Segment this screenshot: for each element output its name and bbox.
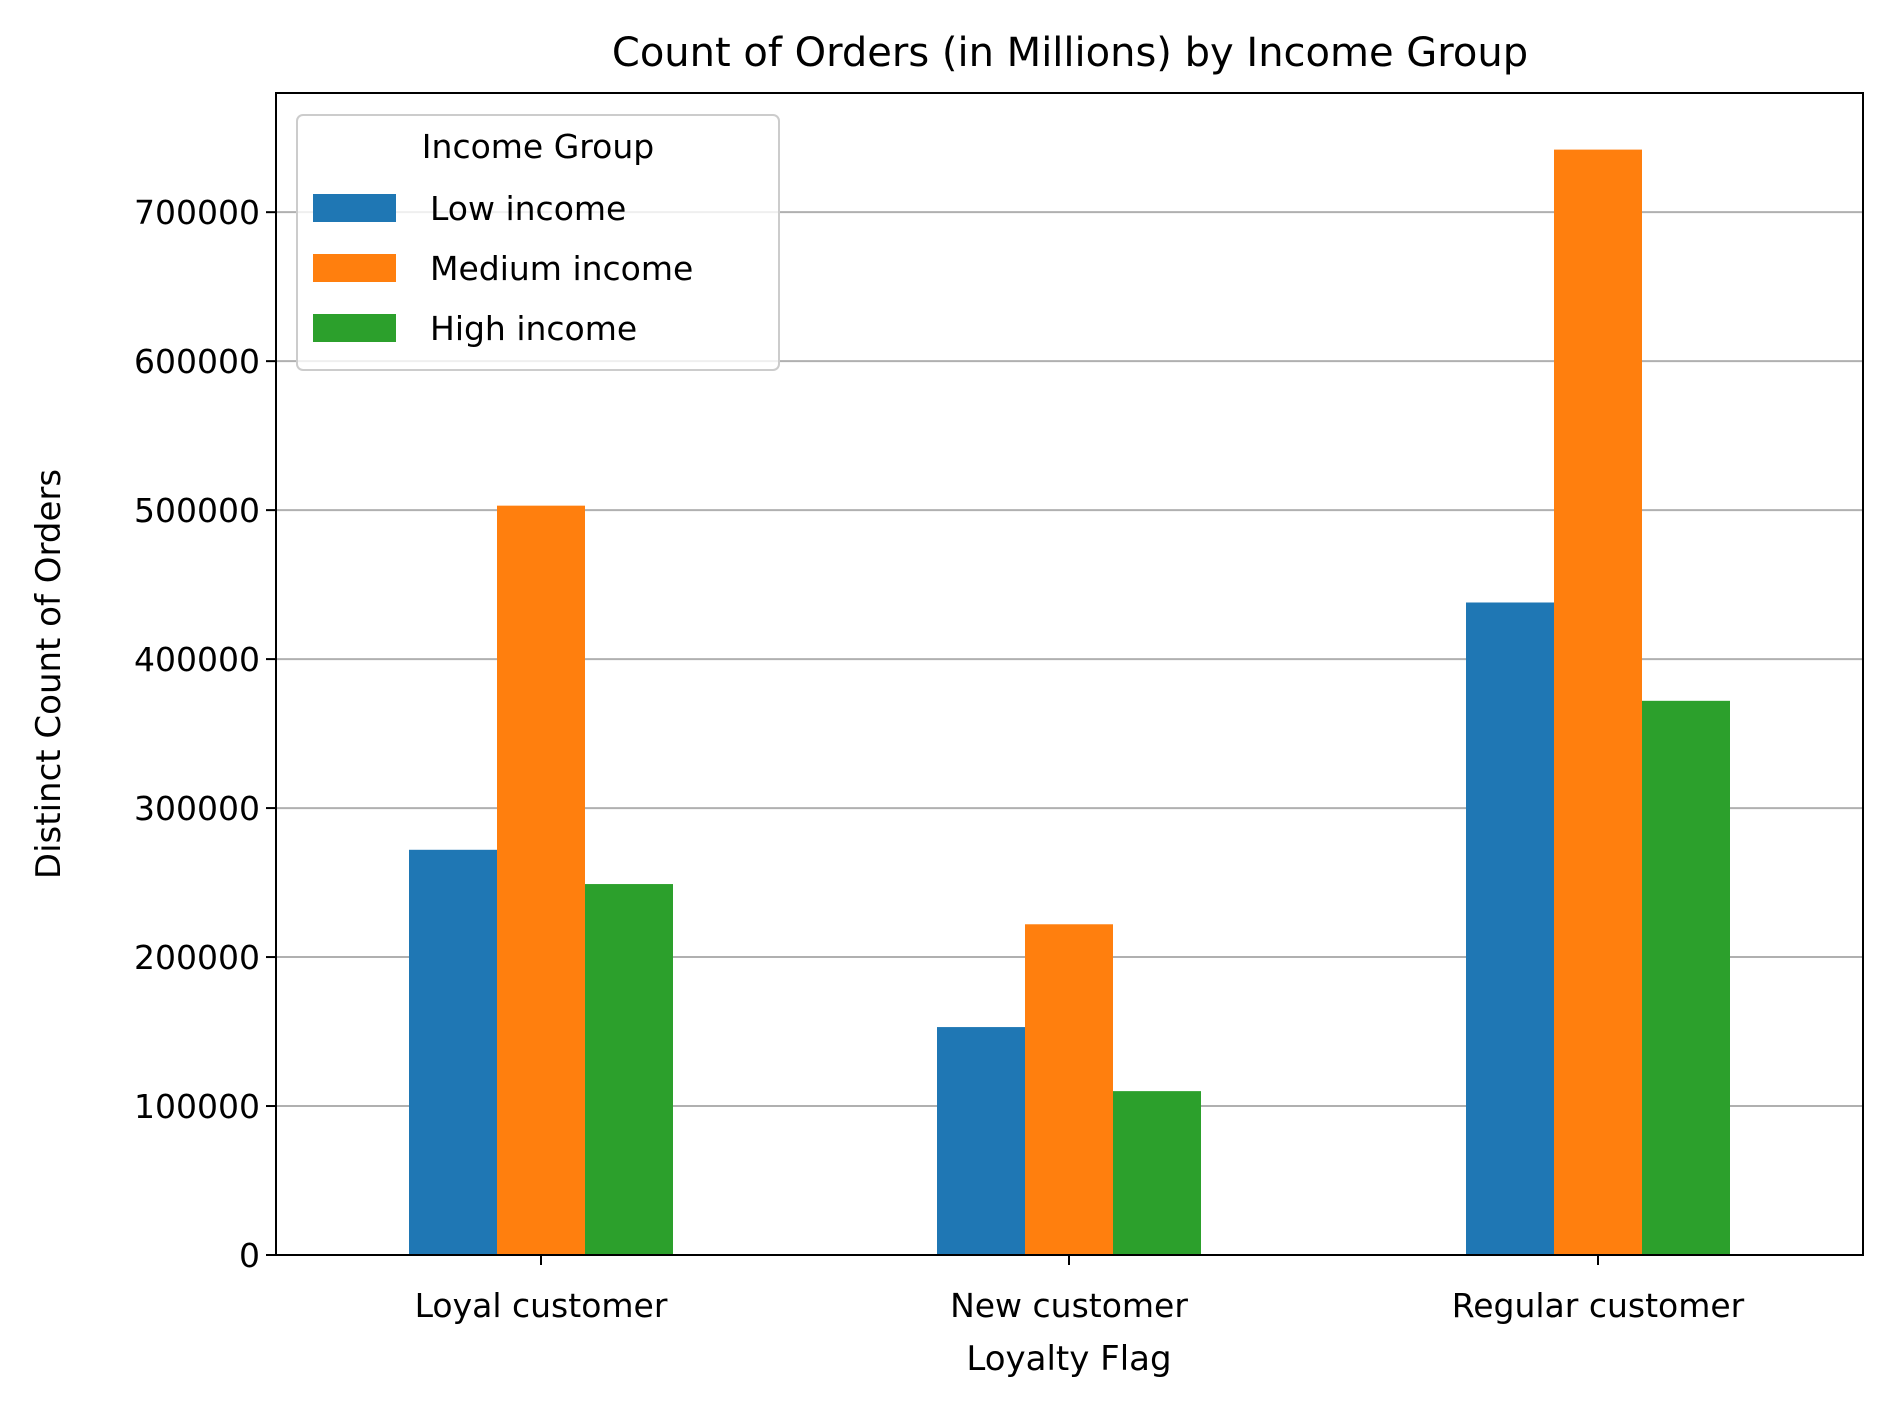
bar bbox=[1025, 924, 1113, 1255]
bar bbox=[409, 849, 497, 1255]
legend-swatch bbox=[313, 314, 396, 342]
y-tick-label: 600000 bbox=[134, 342, 260, 381]
y-tick-label: 700000 bbox=[134, 193, 260, 232]
x-tick-label: Loyal customer bbox=[415, 1286, 668, 1325]
legend-label: High income bbox=[430, 309, 637, 348]
x-axis-label: Loyalty Flag bbox=[966, 1339, 1171, 1379]
bar bbox=[1554, 149, 1642, 1256]
legend-swatch bbox=[313, 194, 396, 222]
y-tick-label: 100000 bbox=[134, 1087, 260, 1126]
legend-label: Low income bbox=[430, 189, 626, 228]
bar bbox=[585, 884, 673, 1255]
y-tick-label: 300000 bbox=[134, 789, 260, 828]
legend-label: Medium income bbox=[430, 249, 693, 288]
y-tick-label: 200000 bbox=[134, 938, 260, 977]
x-tick-label: Regular customer bbox=[1452, 1286, 1745, 1325]
bar bbox=[1642, 700, 1730, 1255]
legend: Income Group Low income Medium income High… bbox=[296, 114, 780, 371]
legend-swatch bbox=[313, 254, 396, 282]
y-axis-label: Distinct Count of Orders bbox=[29, 469, 69, 879]
legend-box bbox=[296, 114, 780, 371]
bar bbox=[937, 1027, 1025, 1255]
bar bbox=[497, 505, 585, 1256]
bar bbox=[1466, 602, 1554, 1255]
chart-title: Count of Orders (in Millions) by Income … bbox=[612, 30, 1528, 76]
legend-title: Income Group bbox=[422, 127, 654, 166]
x-axis: Loyal customer New customer Regular custom… bbox=[415, 1255, 1745, 1325]
x-tick-label: New customer bbox=[950, 1286, 1188, 1325]
y-tick-label: 500000 bbox=[134, 491, 260, 530]
y-tick-label: 0 bbox=[239, 1236, 260, 1275]
legend-items: Low income Medium income High income bbox=[313, 189, 693, 348]
bar bbox=[1113, 1091, 1201, 1255]
y-tick-label: 400000 bbox=[134, 640, 260, 679]
bars bbox=[409, 149, 1730, 1256]
y-axis: 0 100000 200000 300000 400000 500000 600000 700… bbox=[134, 193, 276, 1275]
